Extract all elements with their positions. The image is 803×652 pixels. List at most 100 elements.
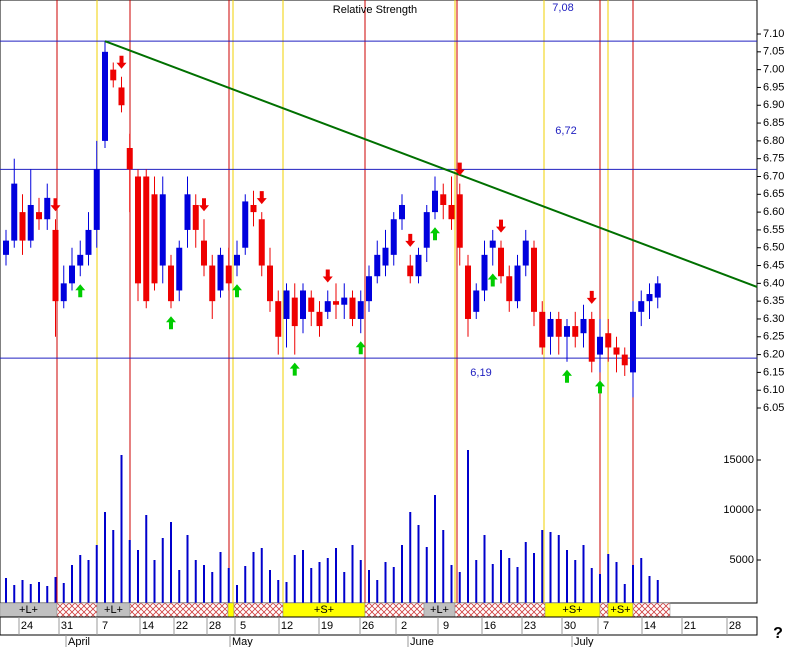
candle-body xyxy=(522,240,529,266)
y-tick-label: 6.65 xyxy=(763,188,784,200)
candle-body xyxy=(126,147,133,170)
candle-body xyxy=(217,254,224,291)
candle-body xyxy=(27,204,34,241)
signal-band xyxy=(227,602,235,618)
y-tick-label: 7.05 xyxy=(763,46,784,58)
candle-body xyxy=(547,318,554,337)
buy-arrow xyxy=(487,273,498,287)
candle-body xyxy=(654,283,661,298)
candle-body xyxy=(234,254,240,266)
chart-title: Relative Strength xyxy=(333,4,417,16)
candle-body xyxy=(473,290,480,312)
signal-band xyxy=(599,602,609,618)
sell-arrow xyxy=(496,219,506,233)
candle-body xyxy=(440,194,447,205)
buy-arrow xyxy=(232,284,242,298)
y-tick-label: 7.00 xyxy=(763,64,784,76)
candle-body xyxy=(159,194,166,266)
y-tick-label: 6.70 xyxy=(763,170,784,182)
candle-body xyxy=(52,229,59,302)
date-label: 9 xyxy=(443,620,449,632)
sell-arrow xyxy=(454,162,465,176)
candle-body xyxy=(69,265,75,284)
sell-arrow xyxy=(50,198,61,212)
y-tick-label: 6.30 xyxy=(763,313,784,325)
candle-body xyxy=(209,265,216,302)
buy-arrow xyxy=(595,380,605,394)
level-label: 6,19 xyxy=(470,367,491,379)
candle-body xyxy=(176,247,183,291)
candle-body xyxy=(448,204,455,220)
y-tick-label: 6.10 xyxy=(763,384,784,396)
candle-body xyxy=(415,254,422,277)
band-label: +S+ xyxy=(314,604,334,616)
candle-body xyxy=(465,265,471,319)
month-label: May xyxy=(232,636,253,647)
date-label: 31 xyxy=(61,620,73,632)
candle-body xyxy=(85,229,92,255)
date-label: 7 xyxy=(603,620,609,632)
band-label: +S+ xyxy=(562,604,582,616)
buy-arrow xyxy=(166,316,176,330)
signal-band xyxy=(454,602,546,618)
y2-tick-label: 10000 xyxy=(723,504,754,516)
sell-arrow xyxy=(256,191,267,205)
sell-arrow xyxy=(116,55,127,69)
sell-arrow xyxy=(322,269,333,283)
candle-body xyxy=(555,318,562,337)
candle-body xyxy=(588,318,595,362)
y-tick-label: 6.05 xyxy=(763,402,784,414)
candle-body xyxy=(407,265,414,277)
level-label: 7,08 xyxy=(552,2,573,14)
candle-body xyxy=(572,326,579,337)
month-label: June xyxy=(410,636,434,647)
candle-body xyxy=(110,69,117,81)
candle-body xyxy=(605,333,612,348)
date-label: 28 xyxy=(729,620,741,632)
candle-body xyxy=(250,204,257,213)
candle-body xyxy=(382,247,389,266)
candle-body xyxy=(291,297,298,327)
candle-body xyxy=(225,265,232,284)
date-label: 24 xyxy=(21,620,33,632)
candle-body xyxy=(498,247,504,277)
date-label: 16 xyxy=(484,620,496,632)
date-label: 26 xyxy=(362,620,374,632)
candle-body xyxy=(349,297,356,319)
candle-body xyxy=(481,254,488,291)
candle-body xyxy=(539,311,546,348)
date-axis xyxy=(0,616,758,636)
candle-body xyxy=(143,176,150,302)
date-label: 30 xyxy=(564,620,576,632)
plot-area xyxy=(0,0,758,604)
candle-body xyxy=(192,204,199,230)
candle-body xyxy=(242,201,249,248)
date-label: 28 xyxy=(209,620,221,632)
date-label: 2 xyxy=(401,620,407,632)
candle-body xyxy=(324,301,331,312)
candle-body xyxy=(646,294,653,302)
candle-body xyxy=(580,318,587,334)
candle-body xyxy=(283,290,290,319)
y-tick-label: 6.50 xyxy=(763,242,784,254)
date-label: 22 xyxy=(176,620,188,632)
candle-body xyxy=(432,190,438,213)
y2-tick-label: 5000 xyxy=(730,554,754,566)
trendline xyxy=(104,40,758,288)
band-label: +S+ xyxy=(610,604,630,616)
help-button[interactable]: ? xyxy=(773,625,783,642)
candle-body xyxy=(168,265,174,302)
date-label: 14 xyxy=(142,620,154,632)
y-tick-label: 6.80 xyxy=(763,135,784,147)
candle-body xyxy=(531,247,537,312)
candle-body xyxy=(118,87,125,106)
candle-body xyxy=(514,265,521,302)
candle-body xyxy=(456,194,463,248)
y-tick-label: 6.20 xyxy=(763,348,784,360)
candle-body xyxy=(93,169,100,230)
signal-band xyxy=(364,602,425,618)
candle-body xyxy=(201,240,207,266)
candle-body xyxy=(3,240,9,255)
candle-body xyxy=(44,197,51,220)
date-label: 21 xyxy=(684,620,696,632)
